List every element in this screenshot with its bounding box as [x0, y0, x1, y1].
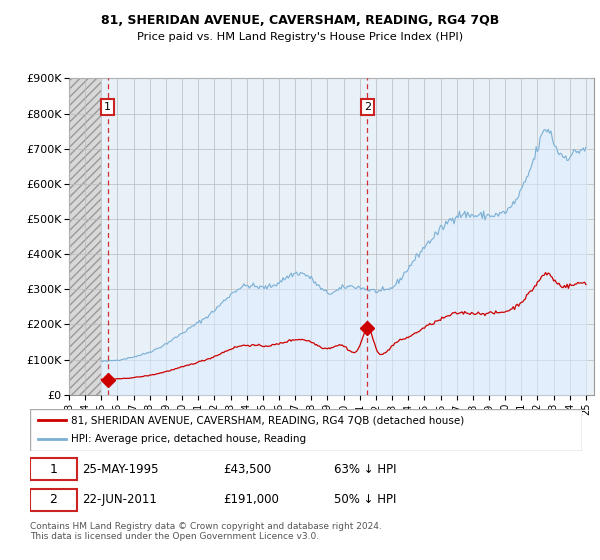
- FancyBboxPatch shape: [30, 458, 77, 480]
- Text: Price paid vs. HM Land Registry's House Price Index (HPI): Price paid vs. HM Land Registry's House …: [137, 32, 463, 43]
- FancyBboxPatch shape: [30, 489, 77, 511]
- Text: £191,000: £191,000: [223, 493, 279, 506]
- Text: £43,500: £43,500: [223, 463, 271, 475]
- Text: 63% ↓ HPI: 63% ↓ HPI: [334, 463, 396, 475]
- Text: 1: 1: [50, 463, 58, 475]
- Text: 50% ↓ HPI: 50% ↓ HPI: [334, 493, 396, 506]
- Text: 2: 2: [364, 102, 371, 112]
- Text: 81, SHERIDAN AVENUE, CAVERSHAM, READING, RG4 7QB: 81, SHERIDAN AVENUE, CAVERSHAM, READING,…: [101, 14, 499, 27]
- Text: Contains HM Land Registry data © Crown copyright and database right 2024.
This d: Contains HM Land Registry data © Crown c…: [30, 522, 382, 542]
- Text: 1: 1: [104, 102, 111, 112]
- Bar: [69, 78, 101, 395]
- Text: 25-MAY-1995: 25-MAY-1995: [82, 463, 159, 475]
- Text: 2: 2: [50, 493, 58, 506]
- Text: 22-JUN-2011: 22-JUN-2011: [82, 493, 157, 506]
- Text: HPI: Average price, detached house, Reading: HPI: Average price, detached house, Read…: [71, 435, 307, 445]
- Text: 81, SHERIDAN AVENUE, CAVERSHAM, READING, RG4 7QB (detached house): 81, SHERIDAN AVENUE, CAVERSHAM, READING,…: [71, 415, 464, 425]
